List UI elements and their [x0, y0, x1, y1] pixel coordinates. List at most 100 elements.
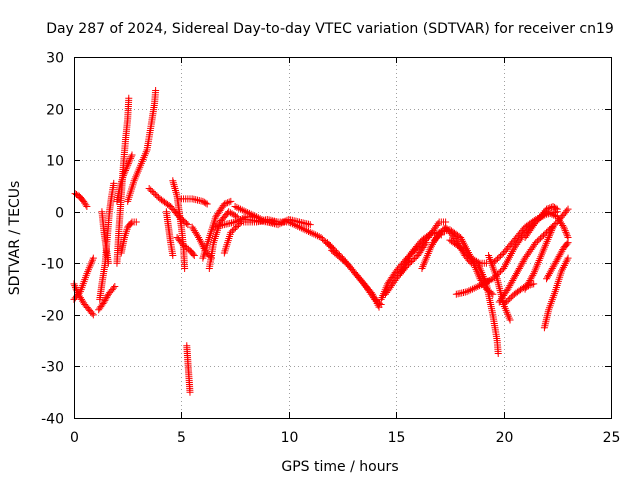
data-point: [242, 208, 250, 216]
y-tick-label: 20: [46, 103, 64, 119]
data-point: [199, 197, 207, 205]
data-point: [563, 230, 571, 238]
data-point: [281, 217, 289, 225]
series-track-j: [124, 87, 160, 205]
data-point: [222, 199, 230, 207]
data-point: [409, 256, 417, 264]
x-tick-label: 10: [281, 430, 299, 446]
grid-layer: [74, 57, 611, 418]
data-point: [169, 252, 177, 260]
data-point: [184, 221, 192, 229]
y-tick-label: -10: [41, 257, 64, 273]
data-point: [71, 190, 79, 198]
data-point: [535, 215, 543, 223]
data-point: [546, 230, 554, 238]
data-point: [539, 231, 547, 239]
data-point: [170, 183, 178, 191]
data-point: [186, 388, 194, 396]
data-point: [535, 236, 543, 244]
series-track-z: [377, 218, 450, 303]
data-point: [230, 225, 238, 233]
data-point: [461, 248, 469, 256]
data-point: [563, 240, 571, 248]
data-point: [123, 163, 131, 171]
data-point: [238, 215, 246, 223]
data-point: [493, 255, 501, 263]
data-point: [170, 181, 178, 189]
x-tick-label: 20: [496, 430, 514, 446]
chart-title: Day 287 of 2024, Sidereal Day-to-day VTE…: [46, 21, 614, 37]
y-tick-label: -40: [41, 412, 64, 428]
series-track-c: [71, 190, 91, 211]
data-point: [285, 218, 293, 226]
data-point: [319, 235, 327, 243]
data-point: [244, 209, 252, 217]
data-point: [247, 210, 255, 218]
data-point: [101, 296, 109, 304]
data-point: [498, 250, 506, 258]
data-point: [249, 211, 257, 219]
data-point: [548, 210, 556, 218]
data-point: [74, 289, 82, 297]
data-point: [189, 250, 197, 258]
x-tick-label: 25: [603, 430, 621, 446]
data-point: [539, 211, 547, 219]
data-point: [317, 234, 325, 241]
data-point: [194, 232, 202, 240]
data-point: [132, 218, 140, 226]
data-point: [506, 316, 514, 324]
data-point: [220, 200, 228, 208]
data-point: [124, 161, 132, 169]
data-point: [235, 204, 243, 212]
data-point: [304, 227, 312, 235]
data-point: [375, 303, 383, 311]
data-point: [434, 220, 442, 228]
data-point: [323, 239, 331, 247]
data-point: [125, 158, 133, 166]
data-point: [172, 188, 180, 196]
data-point: [492, 272, 500, 280]
data-point: [169, 177, 177, 185]
series-track-d: [96, 179, 118, 303]
y-tick-label: 30: [46, 51, 64, 67]
data-point: [544, 209, 552, 217]
data-point: [497, 252, 505, 260]
data-point: [234, 221, 242, 229]
x-tick-label: 0: [70, 430, 79, 446]
series-track-w: [242, 215, 336, 252]
x-tick-label: 5: [177, 430, 186, 446]
data-point: [497, 267, 505, 275]
data-point: [292, 221, 300, 229]
data-point: [563, 207, 571, 215]
data-point: [104, 259, 112, 267]
data-point: [485, 276, 493, 284]
data-point: [495, 253, 503, 261]
y-tick-label: 10: [46, 154, 64, 170]
data-point: [231, 224, 239, 232]
data-point: [232, 212, 240, 220]
data-point: [549, 203, 557, 211]
data-point: [122, 166, 130, 174]
data-point: [181, 264, 189, 272]
data-point: [127, 154, 135, 162]
series-track-l: [162, 208, 177, 260]
data-point: [547, 228, 555, 236]
data-point: [326, 242, 334, 250]
data-point: [126, 156, 134, 164]
data-point: [190, 252, 198, 260]
data-point: [89, 311, 97, 319]
data-point: [312, 231, 320, 239]
series-track-p: [177, 195, 211, 208]
series-track-o: [183, 342, 194, 396]
series-track-f: [98, 208, 112, 267]
data-point: [421, 240, 429, 248]
data-point: [548, 227, 556, 235]
data-point: [560, 225, 568, 233]
series-track-s: [205, 208, 241, 272]
x-tick-label: 15: [388, 430, 406, 446]
series-track-ao: [540, 254, 572, 332]
data-point: [290, 221, 298, 229]
data-point: [127, 219, 135, 227]
data-point: [493, 270, 501, 278]
data-point: [532, 218, 540, 226]
